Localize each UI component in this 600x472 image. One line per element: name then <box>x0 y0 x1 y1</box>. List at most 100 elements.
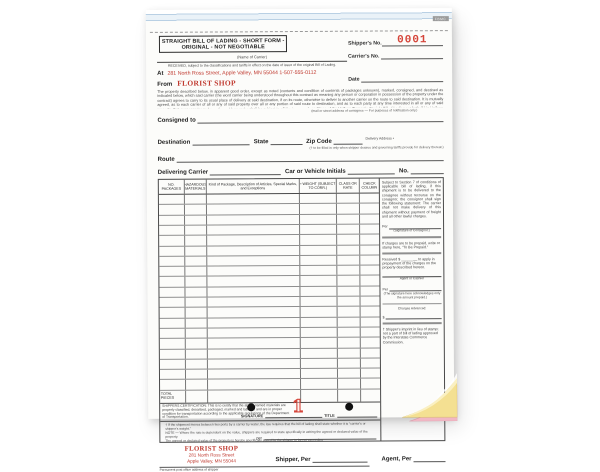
table-cell <box>207 224 301 235</box>
table-cell <box>185 297 208 308</box>
table-cell <box>159 287 186 297</box>
zip-label: Zip Code <box>306 138 332 146</box>
table-cell <box>300 235 338 245</box>
col-description: Kind of Package, Description of Articles… <box>208 181 297 191</box>
table-cell <box>300 286 338 297</box>
divider-bar <box>382 252 442 255</box>
table-cell <box>185 246 208 256</box>
table-cell <box>159 246 186 256</box>
table-cell <box>337 358 361 368</box>
table-cell <box>361 307 380 316</box>
col-packages: NO. PACKAGES <box>161 182 182 191</box>
car-no-line <box>410 165 444 175</box>
table-cell <box>186 379 209 390</box>
delivery-note: († to be filled in only when shipper des… <box>309 145 444 151</box>
route-line <box>176 152 444 163</box>
table-cell <box>159 277 186 287</box>
table-cell <box>159 338 186 349</box>
legal-terms-paragraph: The property described below, in apparen… <box>157 88 444 109</box>
form-title: STRAIGHT BILL OF LADING - SHORT FORM - O… <box>158 35 288 53</box>
total-label: TOTAL PIECES <box>160 391 175 400</box>
shipper-address-line2: Apple Valley, MN 55044 <box>187 458 236 464</box>
shipper-company-name: FLORIST SHOP <box>184 445 239 453</box>
divider-bar <box>382 302 442 305</box>
acknowledge-caption: (The signature here acknowledges only th… <box>383 291 441 300</box>
table-cell <box>206 194 300 204</box>
shipper-per-label: Shipper, Per <box>275 456 311 463</box>
table-cell <box>207 286 301 297</box>
section7-per-label: Per <box>382 224 388 229</box>
table-cell <box>186 390 209 403</box>
imprint-note: † Shipper's imprint in lieu of stamp; no… <box>382 326 439 345</box>
charges-advanced-label: Charges Advanced: <box>397 306 427 311</box>
table-cell <box>300 214 338 224</box>
table-cell <box>337 327 361 338</box>
table-cell <box>337 368 362 379</box>
col-check: CHECK COLUMN <box>361 181 378 190</box>
table-cell <box>360 255 379 264</box>
table-cell <box>361 358 380 367</box>
consigned-to-line <box>197 113 444 124</box>
table-cell <box>360 224 379 233</box>
table-cell <box>360 235 379 244</box>
shipper-per-line <box>312 453 368 463</box>
table-cell <box>159 215 186 225</box>
title-label: TITLE <box>324 413 335 418</box>
table-cell <box>159 235 186 246</box>
divider-bar <box>382 236 442 239</box>
table-cell <box>337 306 361 317</box>
consignor-signature-caption: (Signature of Consignor.) <box>393 228 430 233</box>
table-cell <box>300 276 338 286</box>
table-cell <box>160 380 187 390</box>
table-cell <box>360 286 379 295</box>
hole-punch-dot <box>345 402 354 411</box>
table-cell <box>300 224 338 235</box>
table-cell <box>185 359 208 369</box>
table-cell <box>185 225 208 235</box>
table-cell <box>361 369 380 378</box>
table-cell <box>207 327 301 338</box>
table-cell <box>207 348 301 359</box>
table-cell <box>185 277 208 287</box>
table-cell <box>159 349 186 359</box>
hole-punch-dot <box>247 403 256 412</box>
table-cell <box>159 297 186 308</box>
table-cell <box>159 308 186 318</box>
agent-cashier-caption: Agent or Cashier <box>399 276 425 281</box>
table-cell <box>337 214 361 224</box>
col-weight: • WEIGHT (SUBJECT TO CORR.) <box>300 181 336 191</box>
table-cell <box>338 389 362 402</box>
table-cell <box>337 348 361 358</box>
table-cell <box>207 297 301 307</box>
table-cell <box>361 297 380 306</box>
table-cell <box>207 245 301 256</box>
table-cell <box>185 369 209 380</box>
received-text: RECEIVED, subject to the classifications… <box>167 62 337 68</box>
col-class: CLASS OR RATE <box>338 181 357 190</box>
state-label: State <box>253 139 269 146</box>
table-cell <box>185 256 208 266</box>
title-line <box>336 411 378 418</box>
table-cell <box>360 214 379 223</box>
per-line <box>263 430 377 440</box>
table-cell <box>336 204 360 214</box>
table-cell <box>300 255 338 266</box>
table-cell <box>207 214 301 225</box>
table-cell <box>337 337 361 348</box>
table-cell <box>159 256 186 267</box>
table-cell <box>300 368 339 379</box>
delivery-address-label: Delivery Address • <box>365 136 395 141</box>
table-cell <box>207 369 302 379</box>
carriers-no-label: Carrier's No. <box>348 53 380 61</box>
delivering-carrier-line <box>210 166 282 176</box>
address-caption: Permanent post office address of shipper <box>159 467 219 472</box>
shippers-no-row: Shipper's No. 0001 <box>348 35 443 47</box>
table-cell <box>300 307 338 317</box>
table-cell <box>337 234 361 245</box>
table-cell <box>185 307 208 318</box>
table-cell <box>300 245 338 255</box>
table-cell <box>185 338 208 349</box>
destination-label: Destination <box>157 139 191 146</box>
signature-label: SIGNATURE <box>240 413 264 419</box>
state-line <box>270 136 303 146</box>
